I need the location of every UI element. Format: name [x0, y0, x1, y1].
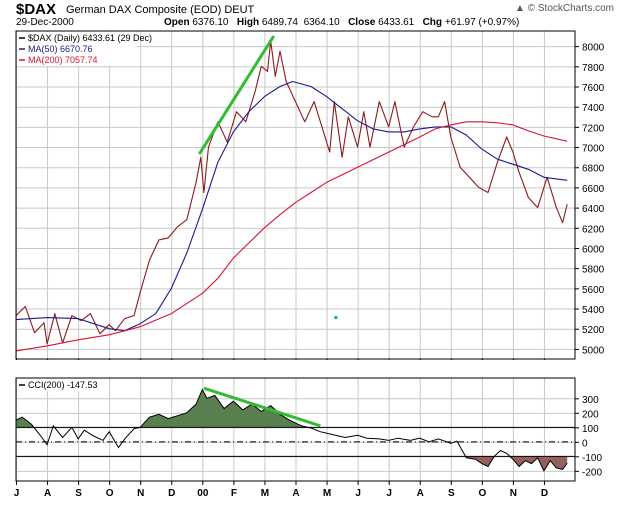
- cci-xtick-label: D: [541, 488, 548, 499]
- cci-ytick-label: 100: [582, 424, 599, 435]
- close-value: 6433.61: [378, 17, 415, 28]
- open-label: Open: [164, 17, 190, 28]
- cci-xtick-label: O: [106, 488, 114, 499]
- price-trendline: [197, 35, 276, 155]
- cci-chart: J A S O N D 00 F M A M J J A S O N D -200 -100 0 100 200 300 CCI…: [14, 377, 602, 499]
- legend-label: $DAX (Daily) 6433.61 (29 Dec): [28, 33, 152, 43]
- price-ytick-label: 5800: [582, 265, 605, 276]
- cci-line: [15, 388, 568, 472]
- quote-summary: Open 6376.10 High 6489.74 6364.10 Close …: [164, 17, 519, 28]
- cci-xtick-label: M: [261, 488, 269, 499]
- legend-label: MA(200) 7057.74: [28, 55, 98, 65]
- stockcharts-watermark: ▲ © StockCharts.com: [515, 3, 614, 14]
- cci-xtick-label: 00: [197, 488, 209, 499]
- price-ytick-label: 7800: [582, 63, 605, 74]
- cci-legend-label: CCI(200) -147.53: [28, 380, 98, 390]
- ma50-line: [15, 80, 568, 332]
- ma200-line: [15, 121, 568, 352]
- cci-xtick-label: S: [75, 488, 82, 499]
- cci-frame: [15, 377, 576, 482]
- low-value: 6364.10: [303, 17, 340, 28]
- chart-title: German DAX Composite (EOD): [66, 4, 222, 16]
- price-ytick-label: 6600: [582, 184, 605, 195]
- cci-xtick-label: A: [417, 488, 424, 499]
- cci-ytick-label: -200: [582, 467, 602, 478]
- cci-trendline: [203, 386, 321, 428]
- change-value: +61.97 (+0.97%): [444, 17, 520, 28]
- price-ytick-label: 6200: [582, 224, 605, 235]
- symbol-description: German DAX Composite (EOD) DEUT: [66, 4, 254, 16]
- cci-xtick-label: F: [231, 488, 237, 499]
- cci-ytick-label: -100: [582, 453, 602, 464]
- cci-xtick-label: S: [448, 488, 455, 499]
- price-ytick-label: 7600: [582, 83, 605, 94]
- open-value: 6376.10: [192, 17, 229, 28]
- change-label: Chg: [422, 17, 443, 28]
- price-chart: JASOND00FMAMJJASOND500052005400560058006…: [15, 30, 605, 360]
- price-ytick-label: 6800: [582, 164, 605, 175]
- quote-date: 29-Dec-2000: [16, 17, 74, 28]
- cci-xtick-label: D: [168, 488, 175, 499]
- price-ytick-label: 5200: [582, 325, 605, 336]
- watermark-icon: ▲: [515, 3, 525, 14]
- high-label: High: [236, 17, 260, 28]
- cci-xtick-label: J: [355, 488, 361, 499]
- symbol-label: $DAX: [16, 1, 57, 18]
- cci-xtick-label: N: [510, 488, 517, 499]
- cci-ytick-label: 200: [582, 409, 599, 420]
- cci-xtick-label: A: [44, 488, 51, 499]
- price-ytick-label: 5000: [582, 345, 605, 356]
- cci-legend-bg: [17, 379, 107, 391]
- cci-xtick-label: N: [137, 488, 144, 499]
- cci-positive-fill: [16, 389, 568, 428]
- exchange-label: DEUT: [224, 4, 255, 16]
- cci-ytick-label: 0: [582, 438, 588, 449]
- cci-xtick-label: A: [292, 488, 299, 499]
- cci-xtick-label: M: [323, 488, 331, 499]
- price-ytick-label: 7000: [582, 144, 605, 155]
- price-ytick-label: 8000: [582, 43, 605, 54]
- price-ytick-label: 7400: [582, 103, 605, 114]
- price-ytick-label: 6400: [582, 204, 605, 215]
- price-ytick-label: 5400: [582, 305, 605, 316]
- price-marker: [334, 316, 338, 320]
- price-legend-bg: [17, 32, 137, 66]
- cci-xtick-label: O: [478, 488, 486, 499]
- cci-xtick-label: J: [386, 488, 392, 499]
- price-ytick-label: 6000: [582, 244, 605, 255]
- legend-label: MA(50) 6670.76: [28, 44, 93, 54]
- cci-negative-fill: [465, 456, 568, 471]
- price-frame: [15, 30, 576, 360]
- price-ytick-label: 5600: [582, 285, 605, 296]
- cci-xtick-label: J: [14, 488, 20, 499]
- high-value: 6489.74: [261, 17, 298, 28]
- watermark-text: © StockCharts.com: [527, 3, 614, 14]
- close-label: Close: [348, 17, 376, 28]
- cci-ytick-label: 300: [582, 395, 599, 406]
- price-ytick-label: 7200: [582, 123, 605, 134]
